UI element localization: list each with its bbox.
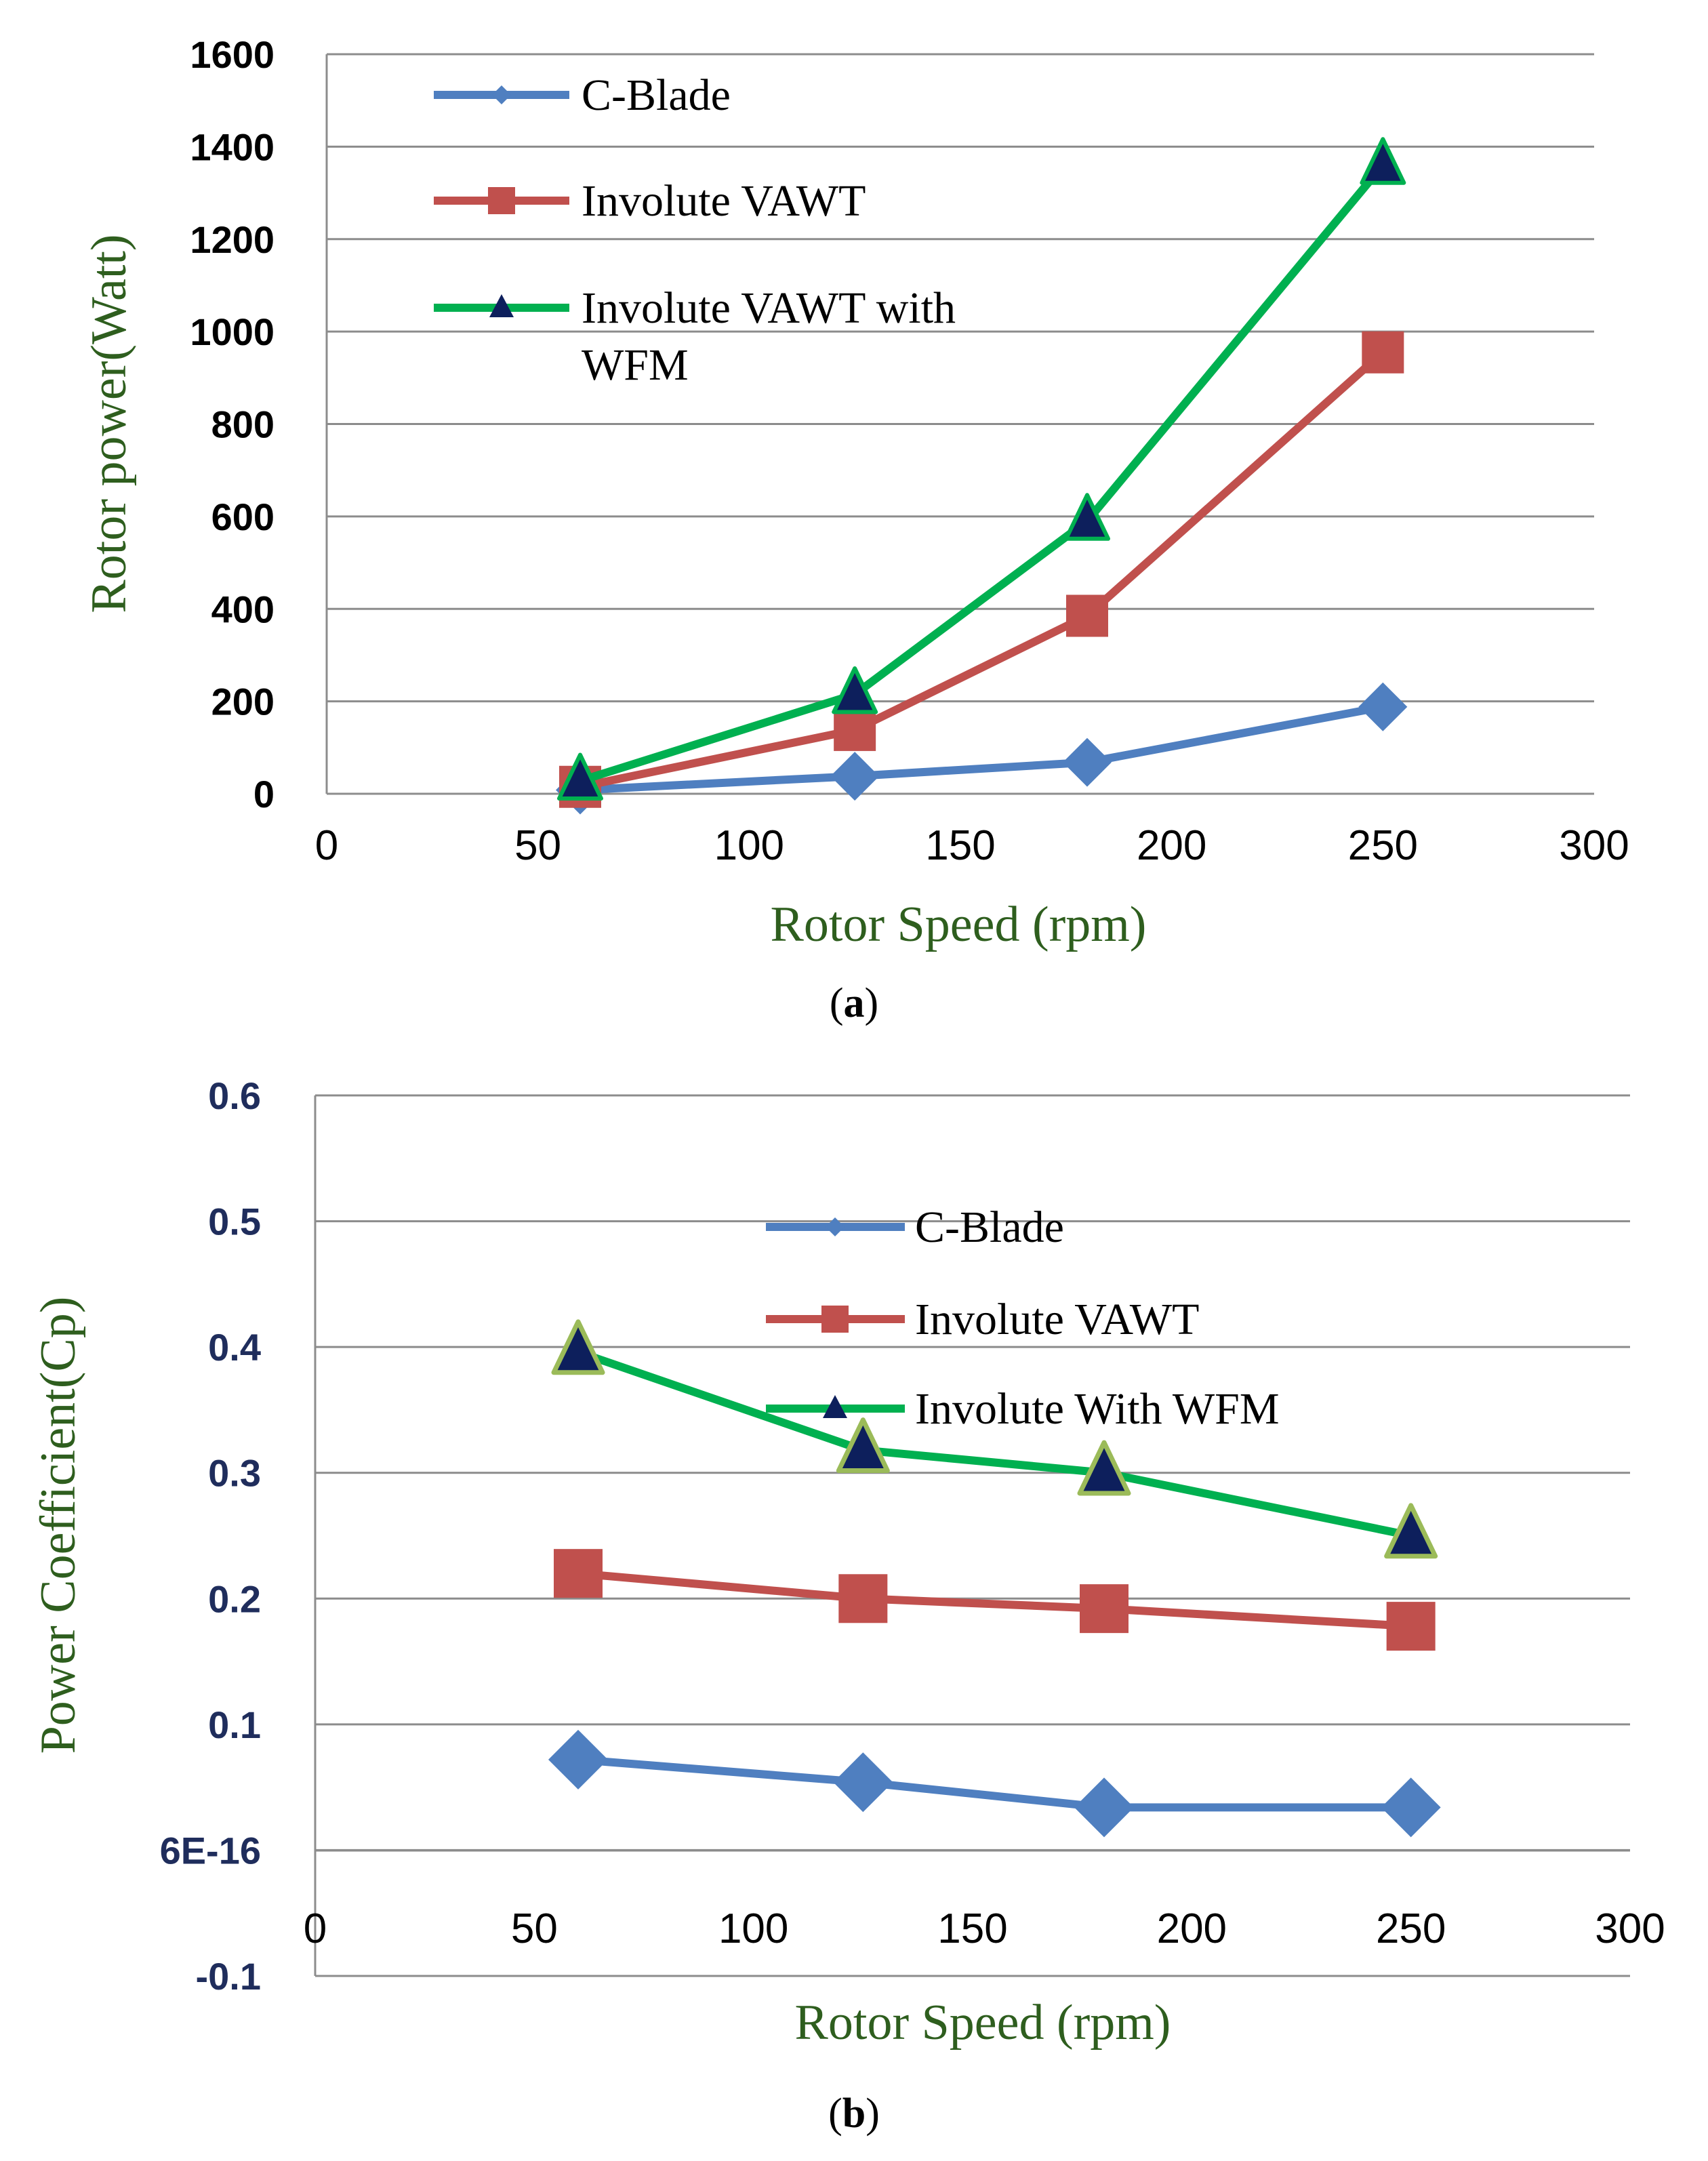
chart-b-x-tick-labels: 0 50 100 150 200 250 300 <box>304 1905 1665 1952</box>
chart-b-y-tick-label: 0.1 <box>208 1703 261 1746</box>
legend-a-involute-wfm-triangle-marker <box>489 294 514 317</box>
chart-a-series-line-involute-vawt-with-wfm <box>576 161 1387 785</box>
chart-b-legend: C-Blade Involute VAWT Involute With WFM <box>766 1203 1280 1434</box>
chart-b: -0.1 6E-16 0.1 0.2 0.3 0.4 0.5 0.6 0 50 100 150 200… <box>30 1074 1665 2137</box>
chart-b-data-point-c-blade <box>548 1729 608 1790</box>
chart-a-y-tick-label: 1200 <box>190 218 274 261</box>
chart-a-y-tick-label: 0 <box>253 773 274 815</box>
chart-a-x-tick-labels: 0 50 100 150 200 250 300 <box>315 822 1629 869</box>
chart-a-data-point-involute-vawt-with-wfm <box>557 752 603 801</box>
chart-b-data-point-involute-with-wfm <box>1077 1440 1131 1496</box>
chart-b-series-line-involute-vawt <box>574 1569 1415 1631</box>
legend-b-involute-label: Involute VAWT <box>915 1295 1199 1344</box>
chart-a-gridlines <box>327 53 1594 795</box>
chart-b-x-tick-label: 100 <box>718 1905 788 1952</box>
legend-a-involute-label: Involute VAWT <box>582 176 866 226</box>
chart-a-caption: (a) <box>830 980 878 1026</box>
chart-a-x-tick-label: 300 <box>1559 822 1629 869</box>
chart-a-data-point-c-blade <box>1358 682 1408 731</box>
chart-a-x-tick-label: 100 <box>714 822 784 869</box>
chart-b-data-point-c-blade <box>1381 1777 1441 1838</box>
chart-b-data-point-involute-with-wfm <box>551 1319 605 1375</box>
legend-b-involute-wfm-label: Involute With WFM <box>915 1384 1280 1434</box>
chart-b-data-point-involute-vawt <box>554 1549 603 1598</box>
chart-b-y-axis-title: Power Coefficient(Cp) <box>30 1297 86 1754</box>
chart-a-y-axis-title: Rotor power(Watt) <box>81 234 137 613</box>
chart-b-y-tick-label: 0.5 <box>208 1200 261 1243</box>
chart-b-x-tick-label: 50 <box>511 1905 558 1952</box>
chart-b-data-point-c-blade <box>833 1752 893 1813</box>
chart-a-data-point-c-blade <box>1063 738 1112 787</box>
chart-a-x-tick-label: 50 <box>514 822 561 869</box>
chart-b-x-tick-label: 300 <box>1595 1905 1665 1952</box>
chart-b-data-point-c-blade <box>1074 1777 1134 1838</box>
chart-a-x-axis-title: Rotor Speed (rpm) <box>771 897 1147 952</box>
legend-a-involute-wfm-label-line1: Involute VAWT with <box>582 283 956 333</box>
chart-b-data-point-involute-with-wfm <box>836 1417 890 1474</box>
chart-b-series-line-involute-with-wfm <box>574 1348 1415 1540</box>
chart-b-series-line-c-blade <box>574 1755 1415 1812</box>
legend-b-c-blade-diamond-marker <box>826 1217 845 1236</box>
chart-b-data-point-involute-with-wfm <box>1384 1503 1438 1559</box>
chart-a-x-tick-label: 150 <box>925 822 995 869</box>
chart-b-x-axis-title: Rotor Speed (rpm) <box>795 1995 1171 2051</box>
legend-a-involute-wfm-label-line2: WFM <box>582 340 689 390</box>
chart-a-data-point-involute-vawt-with-wfm <box>832 666 878 714</box>
chart-b-data-point-involute-vawt <box>1386 1602 1436 1651</box>
chart-b-caption-letter: b <box>842 2091 866 2137</box>
chart-a: 0 200 400 600 800 1000 1200 1400 1600 0 50 100 150 2… <box>81 33 1629 1026</box>
legend-a-involute-square-marker <box>488 187 515 214</box>
chart-a-legend: C-Blade Involute VAWT Involute VAWT with… <box>434 70 956 390</box>
chart-b-x-tick-label: 250 <box>1376 1905 1446 1952</box>
chart-a-y-tick-label: 1400 <box>190 125 274 168</box>
chart-a-x-tick-label: 250 <box>1348 822 1418 869</box>
chart-b-data-point-involute-vawt <box>1080 1584 1128 1634</box>
chart-a-y-tick-label: 1600 <box>190 33 274 76</box>
chart-a-x-tick-label: 200 <box>1137 822 1206 869</box>
chart-b-y-tick-label: 0.3 <box>208 1452 261 1495</box>
chart-a-y-tick-label: 800 <box>211 403 274 446</box>
chart-a-data-point-involute-vawt-with-wfm <box>1360 137 1406 185</box>
chart-a-caption-letter: a <box>844 980 865 1026</box>
chart-b-y-tick-label: 0.4 <box>208 1326 261 1369</box>
chart-b-caption: (b) <box>828 2091 880 2137</box>
chart-a-y-tick-label: 1000 <box>190 310 274 353</box>
chart-a-x-tick-label: 0 <box>315 822 338 869</box>
chart-a-y-tick-label: 400 <box>211 588 274 630</box>
chart-b-y-tick-label: 0.6 <box>208 1074 261 1117</box>
chart-a-data-point-involute-vawt <box>1362 331 1404 373</box>
chart-a-y-tick-label: 200 <box>211 681 274 723</box>
chart-a-y-tick-labels: 0 200 400 600 800 1000 1200 1400 1600 <box>190 33 274 815</box>
chart-b-y-tick-labels: -0.1 6E-16 0.1 0.2 0.3 0.4 0.5 0.6 <box>160 1074 261 1998</box>
legend-a-c-blade-label: C-Blade <box>582 70 731 120</box>
chart-b-y-tick-label: 6E-16 <box>160 1829 261 1872</box>
legend-a-c-blade-diamond-marker <box>492 85 511 104</box>
chart-a-series <box>556 137 1408 815</box>
chart-b-data-point-involute-vawt <box>838 1574 888 1623</box>
chart-a-series-line-involute-vawt <box>576 348 1387 791</box>
legend-b-involute-wfm-triangle-marker <box>823 1395 847 1418</box>
chart-a-data-point-involute-vawt <box>834 708 876 751</box>
chart-b-y-tick-label: -0.1 <box>196 1955 262 1998</box>
chart-a-y-tick-label: 600 <box>211 496 274 538</box>
legend-b-involute-square-marker <box>821 1306 849 1333</box>
legend-b-c-blade-label: C-Blade <box>915 1203 1064 1252</box>
chart-b-x-tick-label: 0 <box>304 1905 327 1952</box>
chart-b-x-tick-label: 150 <box>937 1905 1007 1952</box>
chart-a-data-point-involute-vawt-with-wfm <box>1064 493 1110 541</box>
chart-a-data-point-c-blade <box>830 752 880 801</box>
chart-b-series <box>548 1319 1441 1838</box>
chart-b-y-tick-label: 0.2 <box>208 1577 261 1620</box>
chart-b-x-tick-label: 200 <box>1157 1905 1227 1952</box>
chart-a-data-point-involute-vawt <box>1066 594 1108 637</box>
chart-a-series-line-c-blade <box>576 702 1387 794</box>
